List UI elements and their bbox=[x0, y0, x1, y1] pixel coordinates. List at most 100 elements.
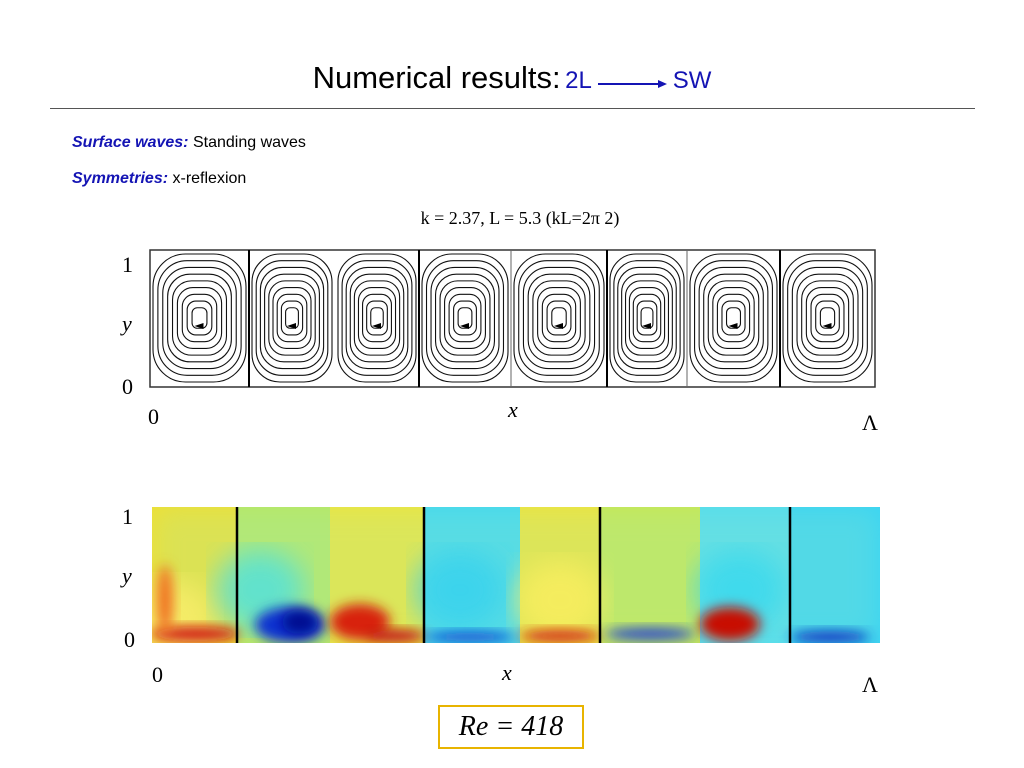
y-label: y bbox=[120, 311, 132, 336]
field-patch bbox=[415, 550, 505, 630]
streamline bbox=[341, 260, 413, 376]
streamline bbox=[370, 307, 384, 329]
streamline bbox=[541, 293, 577, 343]
streamline bbox=[689, 253, 778, 383]
field-blob bbox=[365, 630, 425, 642]
streamline bbox=[617, 266, 677, 370]
x-label: x bbox=[507, 397, 518, 422]
item: Symmetries: x-reflexion bbox=[72, 170, 246, 188]
y-bottom: 0 bbox=[124, 627, 135, 652]
streamline bbox=[819, 307, 836, 329]
item-text: x-reflexion bbox=[172, 170, 247, 187]
flow-arrow bbox=[554, 323, 563, 329]
streamline bbox=[251, 253, 333, 383]
item-text: Standing waves bbox=[192, 134, 306, 151]
streamline bbox=[259, 266, 325, 370]
y-label: y bbox=[120, 563, 132, 588]
streamline bbox=[181, 293, 218, 343]
flow-arrow bbox=[822, 323, 832, 329]
flow-arrow bbox=[728, 323, 738, 329]
streamline bbox=[272, 287, 312, 349]
flow-arrow bbox=[460, 323, 469, 329]
streamline bbox=[624, 280, 670, 356]
color-field bbox=[152, 507, 880, 643]
streamline bbox=[453, 300, 477, 336]
to-label: SW bbox=[672, 67, 712, 94]
streamline bbox=[366, 300, 388, 336]
streamline bbox=[353, 280, 401, 356]
flow-arrow bbox=[642, 323, 651, 329]
item: Surface waves: Standing waves bbox=[72, 134, 306, 152]
streamline bbox=[815, 300, 840, 336]
streamline bbox=[448, 293, 482, 343]
streamline bbox=[716, 293, 751, 343]
streamline bbox=[457, 307, 473, 329]
streamline bbox=[698, 266, 769, 370]
streamline bbox=[632, 293, 662, 343]
streamline bbox=[796, 273, 859, 363]
streamline bbox=[810, 293, 845, 343]
y-top: 1 bbox=[122, 252, 133, 277]
arrow bbox=[598, 79, 668, 88]
field-blob bbox=[700, 607, 760, 641]
streamline bbox=[434, 273, 496, 363]
field-blob bbox=[520, 630, 600, 642]
streamline bbox=[787, 260, 868, 376]
item-label: Symmetries: bbox=[72, 170, 169, 187]
streamline bbox=[191, 307, 208, 329]
caption: k = 2.37, L = 5.3 (kL=2π 2) bbox=[420, 208, 620, 228]
field-blob bbox=[425, 632, 515, 642]
field-blob bbox=[790, 631, 870, 643]
field-blob bbox=[152, 627, 240, 641]
field-blob bbox=[605, 628, 695, 640]
streamline bbox=[280, 300, 304, 336]
streamline bbox=[176, 287, 223, 349]
field-patch bbox=[515, 560, 605, 640]
from-label: 2L bbox=[565, 67, 592, 94]
streamline bbox=[268, 280, 316, 356]
streamline bbox=[703, 273, 764, 363]
streamline bbox=[522, 266, 596, 370]
title-row: Numerical results: 2L SW bbox=[0, 60, 1024, 96]
streamline bbox=[157, 260, 242, 376]
field-blob bbox=[157, 565, 173, 635]
x-left: 0 bbox=[148, 404, 159, 429]
streamline bbox=[167, 273, 232, 363]
field-blob bbox=[330, 604, 390, 640]
flow-arrow bbox=[287, 323, 296, 329]
streamline bbox=[162, 266, 237, 370]
streamline bbox=[782, 253, 873, 383]
streamline bbox=[628, 287, 666, 349]
streamline bbox=[640, 307, 654, 329]
streamline bbox=[264, 273, 320, 363]
streamline bbox=[721, 300, 746, 336]
streamline bbox=[285, 307, 299, 329]
streamline bbox=[527, 273, 591, 363]
streamline bbox=[337, 253, 417, 383]
streamline bbox=[152, 253, 247, 383]
streamline bbox=[345, 266, 409, 370]
streamline bbox=[621, 273, 673, 363]
item-label: Surface waves: bbox=[72, 134, 189, 151]
streamline bbox=[349, 273, 405, 363]
frame bbox=[149, 249, 876, 388]
streamline bbox=[425, 260, 505, 376]
streamline bbox=[513, 253, 605, 383]
flow-arrow bbox=[194, 323, 204, 329]
streamline bbox=[439, 280, 491, 356]
streamline bbox=[791, 266, 864, 370]
x-left: 0 bbox=[152, 662, 163, 687]
streamline bbox=[362, 293, 392, 343]
streamline bbox=[532, 280, 586, 356]
x-label: x bbox=[501, 660, 512, 685]
rule bbox=[50, 108, 975, 109]
streamline bbox=[609, 253, 685, 383]
x-right: Λ bbox=[862, 672, 878, 697]
title: Numerical results: bbox=[312, 60, 561, 95]
streamline bbox=[276, 293, 308, 343]
x-right: Λ bbox=[862, 410, 878, 435]
streamline bbox=[712, 287, 755, 349]
streamline bbox=[444, 287, 486, 349]
streamline bbox=[421, 253, 509, 383]
streamline bbox=[613, 260, 681, 376]
